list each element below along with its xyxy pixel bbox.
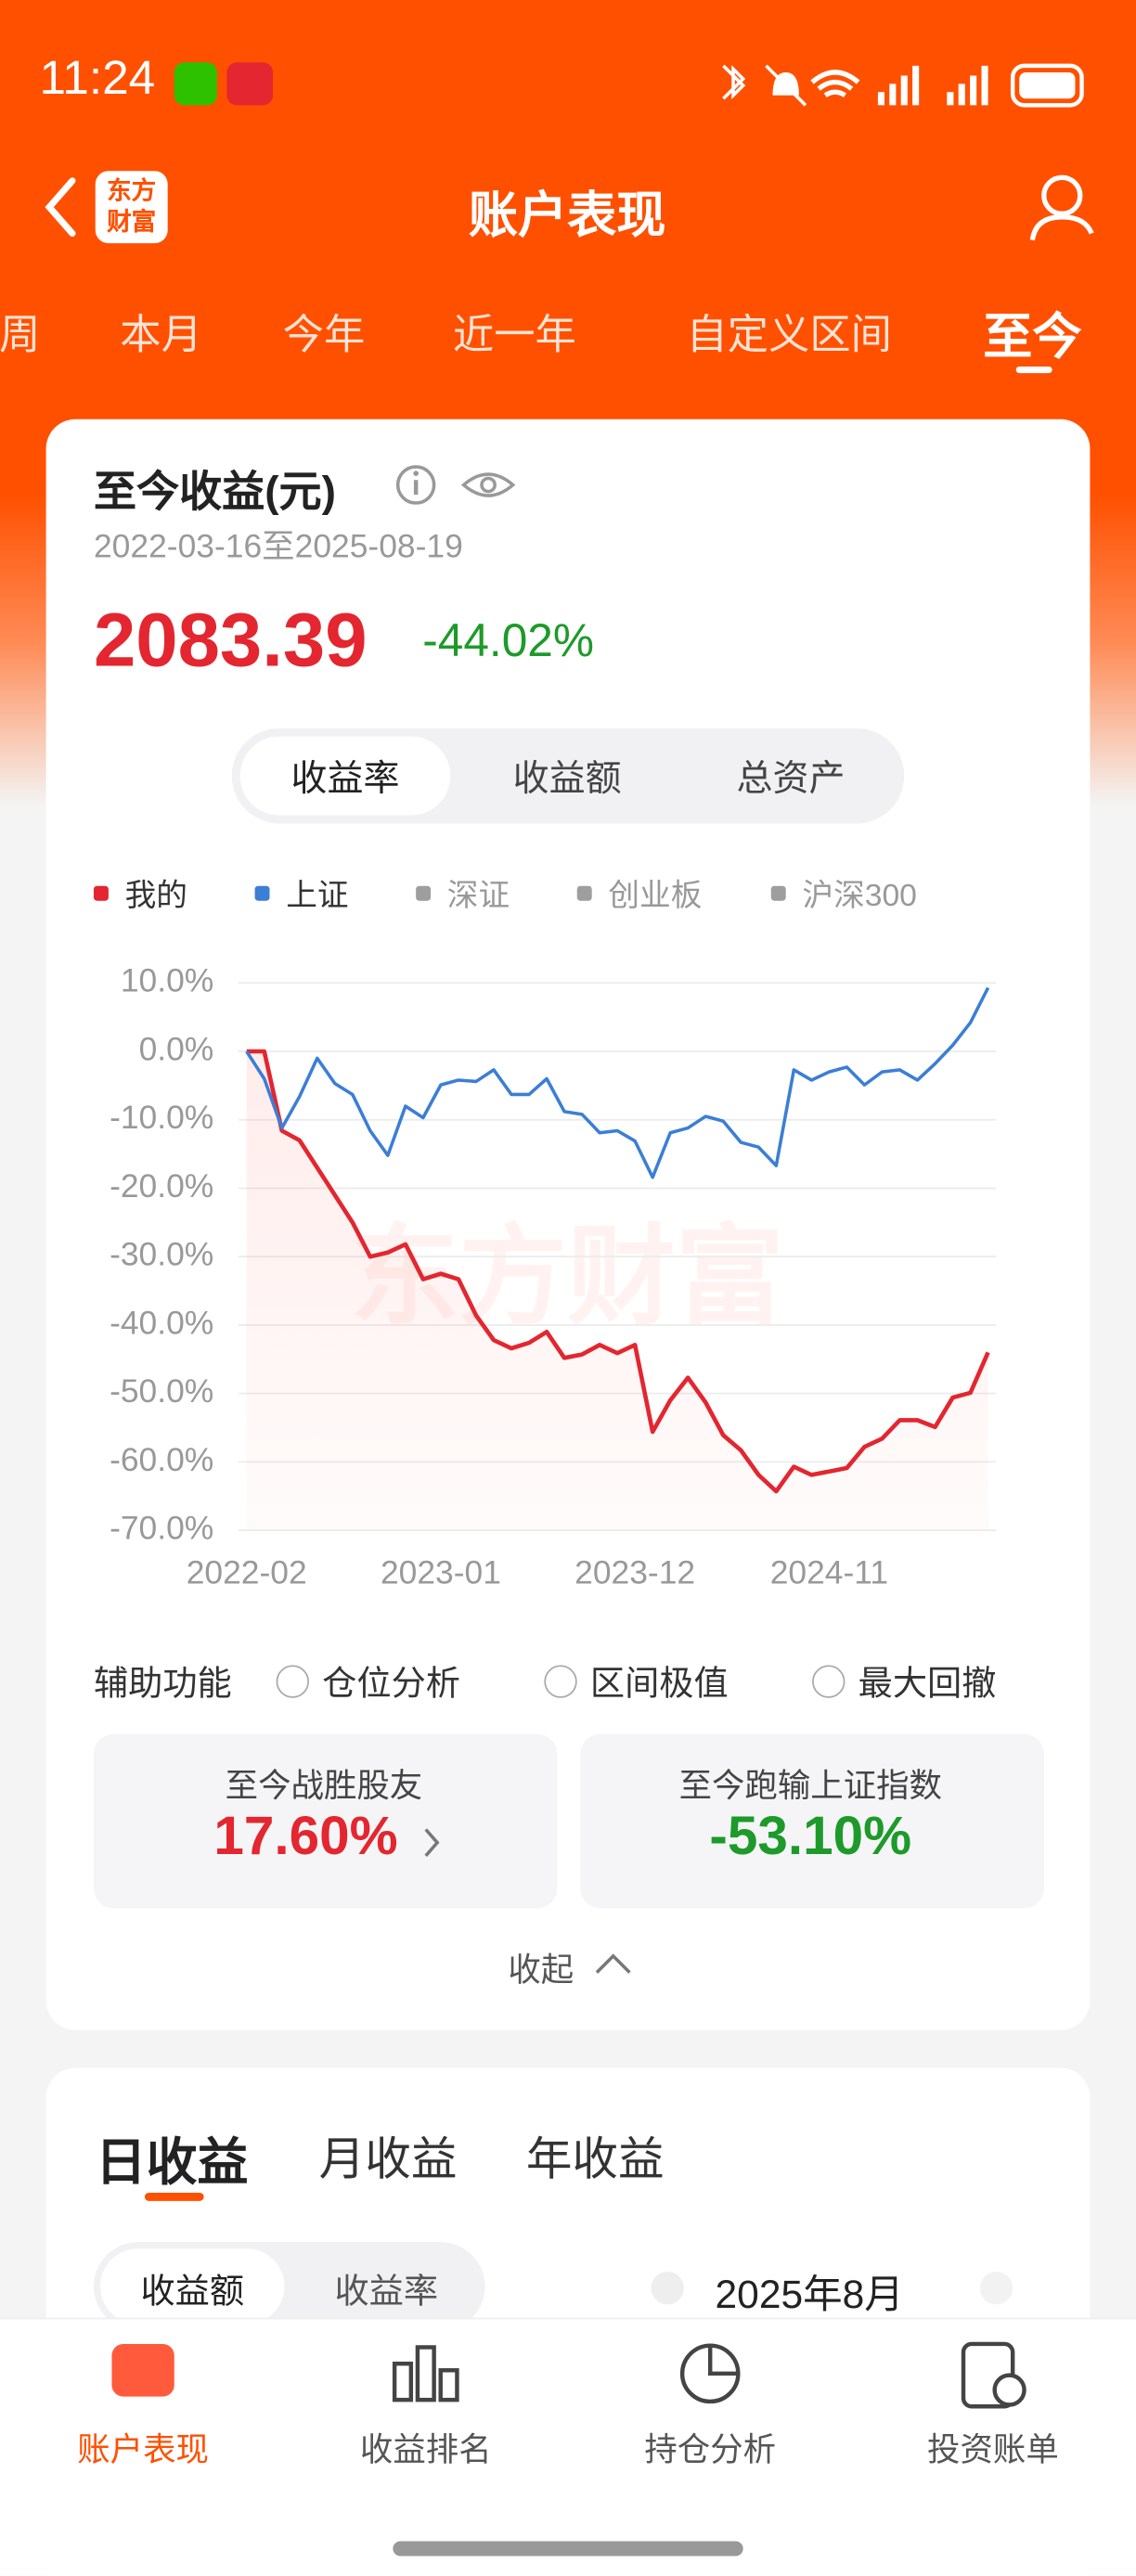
nav-item[interactable]: 收益排名 (359, 2432, 492, 2469)
daily-tab[interactable]: 月收益 (318, 2133, 458, 2185)
user-icon[interactable] (1026, 171, 1098, 243)
app-icon (226, 62, 274, 106)
bottom-nav (0, 2317, 1136, 2576)
x-tick-label: 2022-02 (187, 1553, 307, 1591)
profit-amount: 2083.39 (93, 597, 368, 683)
daily-toggle-option[interactable]: 收益额 (140, 2273, 245, 2312)
y-tick-label: 10.0% (121, 962, 213, 999)
period-tab[interactable]: 本月 (120, 312, 202, 359)
series-line (245, 986, 990, 1179)
legend-label: 深证 (446, 879, 510, 914)
period-tab[interactable]: 周 (0, 312, 41, 359)
wechat-icon (174, 62, 217, 106)
segment[interactable]: 收益率 (290, 757, 400, 799)
radio (276, 1665, 310, 1698)
card-title: 至今收益(元) (93, 467, 336, 517)
stat-label: 至今跑输上证指数 (678, 1768, 942, 1805)
stat-label: 至今战胜股友 (225, 1768, 423, 1805)
status-time: 11:24 (39, 52, 156, 106)
period-tab[interactable]: 至今 (983, 310, 1082, 366)
chevron (424, 1828, 440, 1858)
legend-swatch (254, 885, 270, 901)
daily-tab[interactable]: 年收益 (525, 2133, 665, 2185)
legend-label: 沪深300 (802, 879, 917, 914)
legend-item[interactable]: 创业板 (576, 871, 703, 916)
area-fill (246, 1050, 988, 1531)
nav-item[interactable]: 投资账单 (927, 2432, 1059, 2469)
legend-swatch (770, 885, 786, 901)
tool-option-label: 区间极值 (589, 1665, 729, 1704)
y-tick-label: 0.0% (139, 1030, 214, 1067)
x-tick-label: 2023-01 (381, 1553, 501, 1591)
daily-tab[interactable]: 日收益 (95, 2133, 249, 2192)
series-line (246, 1049, 990, 1494)
next-month[interactable] (979, 2272, 1013, 2305)
legend-label: 我的 (124, 879, 187, 914)
tab-indicator (1015, 367, 1052, 374)
tools-label: 辅助功能 (93, 1665, 232, 1704)
tool-option[interactable]: 最大回撤 (812, 1657, 996, 1707)
daily-tab-indicator (144, 2192, 204, 2201)
y-tick-label: -30.0% (110, 1236, 213, 1273)
back-button[interactable] (36, 174, 85, 240)
legend-item[interactable]: 上证 (254, 871, 349, 916)
nav-icon (961, 2341, 1026, 2409)
y-tick-label: -20.0% (110, 1167, 213, 1204)
period-tab[interactable]: 近一年 (452, 312, 576, 359)
x-tick-label: 2023-12 (574, 1553, 695, 1591)
date-range: 2022-03-16至2025-08-19 (93, 529, 463, 566)
legend-label: 创业板 (608, 879, 703, 914)
period-tab[interactable]: 自定义区间 (686, 312, 892, 359)
info-eye-icons[interactable] (392, 460, 523, 509)
page-title: 账户表现 (468, 188, 666, 244)
chart: 东方财富 10.0%0.0%-10.0%-20.0%-30.0%-40.0%-5… (110, 962, 997, 1591)
profit-rate: -44.02% (422, 614, 594, 666)
stat-box (580, 1733, 1044, 1909)
stat-value: -53.10% (709, 1804, 912, 1866)
month-picker[interactable]: 2025年8月 (715, 2273, 904, 2318)
legend-swatch (93, 885, 109, 901)
legend-swatch (416, 885, 432, 901)
tool-option[interactable]: 仓位分析 (276, 1657, 460, 1707)
legend-item[interactable]: 深证 (416, 871, 510, 916)
segment-active (239, 736, 451, 816)
y-tick-label: -40.0% (110, 1304, 213, 1341)
tool-option-label: 最大回撤 (858, 1665, 997, 1704)
collapse-icon (595, 1953, 631, 1974)
y-tick-label: -70.0% (110, 1509, 213, 1546)
nav-item[interactable]: 账户表现 (77, 2432, 209, 2469)
legend-item[interactable]: 沪深300 (770, 871, 917, 916)
collapse-button[interactable]: 收起 (508, 1952, 574, 1990)
nav-icon (679, 2343, 741, 2404)
period-tab[interactable]: 今年 (282, 312, 366, 359)
daily-toggle-option[interactable]: 收益率 (334, 2273, 439, 2312)
daily-toggle-active (100, 2248, 285, 2325)
home-indicator (393, 2541, 743, 2557)
prev-month[interactable] (651, 2272, 684, 2305)
nav-icon (392, 2345, 459, 2402)
stat-box[interactable] (93, 1733, 558, 1909)
legend-label: 上证 (286, 879, 349, 914)
radio (812, 1665, 846, 1698)
legend-swatch (576, 885, 592, 901)
logo-text: 东方 (107, 177, 157, 206)
legend-item[interactable]: 我的 (93, 871, 187, 916)
nav-item[interactable]: 持仓分析 (644, 2432, 777, 2469)
x-tick-label: 2024-11 (770, 1553, 888, 1591)
segment[interactable]: 总资产 (736, 757, 846, 799)
segment[interactable]: 收益额 (512, 757, 622, 799)
stat-value: 17.60% (213, 1804, 398, 1866)
y-tick-label: -60.0% (110, 1441, 213, 1478)
tool-option[interactable]: 区间极值 (544, 1657, 729, 1707)
logo-text: 财富 (107, 208, 157, 238)
y-tick-label: -50.0% (110, 1372, 213, 1410)
nav-icon (111, 2343, 174, 2397)
status-icons (722, 63, 1084, 108)
radio (544, 1665, 577, 1698)
logo: 东方 财富 (95, 171, 168, 244)
y-tick-label: -10.0% (110, 1099, 213, 1136)
tool-option-label: 仓位分析 (322, 1665, 460, 1704)
